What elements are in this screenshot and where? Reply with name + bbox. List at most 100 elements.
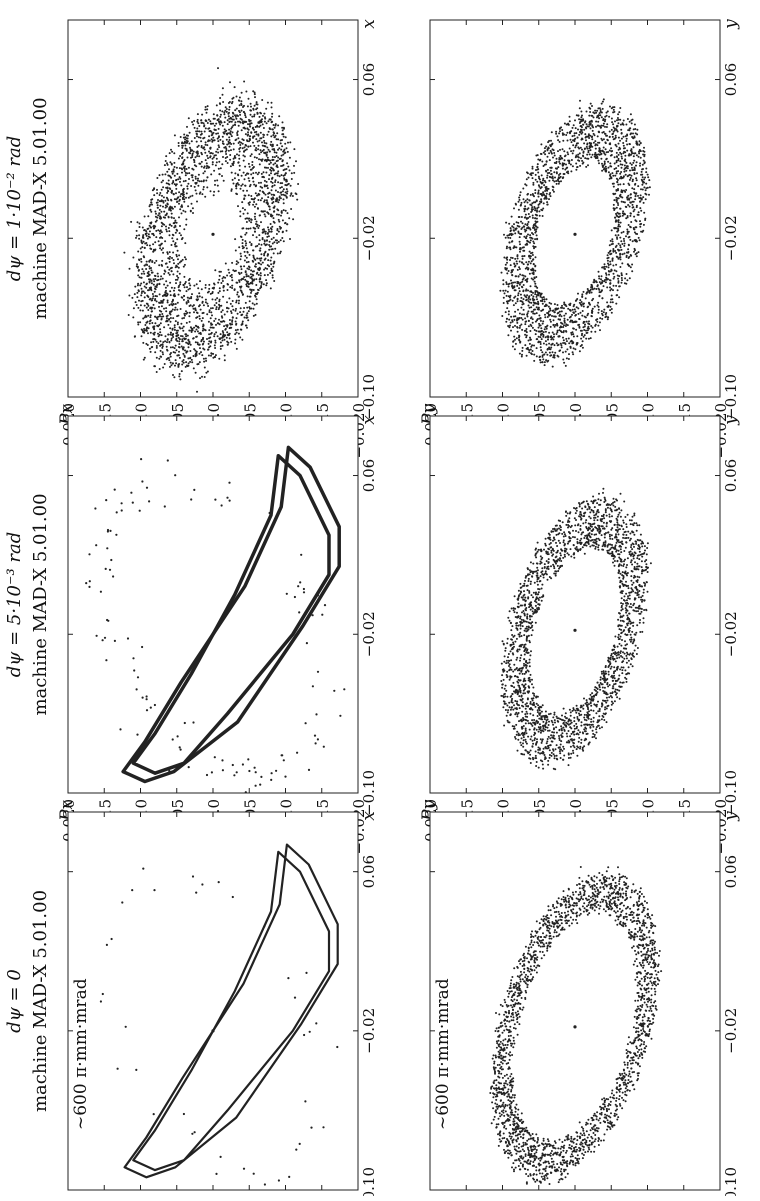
scatter-point bbox=[167, 301, 169, 303]
scatter-point bbox=[513, 319, 515, 321]
scatter-point bbox=[619, 237, 621, 239]
scatter-point bbox=[226, 133, 228, 135]
scatter-point bbox=[216, 158, 218, 160]
scatter-point bbox=[197, 185, 199, 187]
scatter-point bbox=[281, 174, 283, 176]
scatter-point bbox=[186, 168, 188, 170]
scatter-point bbox=[623, 171, 625, 173]
scatter-point bbox=[543, 202, 545, 204]
scatter-point bbox=[231, 321, 233, 323]
scatter-point bbox=[512, 346, 514, 348]
scatter-point bbox=[627, 165, 629, 167]
scatter-point bbox=[562, 140, 564, 142]
scatter-point bbox=[240, 185, 242, 187]
scatter-point bbox=[213, 113, 215, 115]
scatter-point bbox=[173, 295, 175, 297]
scatter-point bbox=[562, 337, 564, 339]
scatter-point bbox=[228, 272, 230, 274]
scatter-point bbox=[226, 108, 228, 110]
scatter-point bbox=[608, 274, 610, 276]
scatter-point bbox=[566, 340, 568, 342]
scatter-point bbox=[241, 175, 243, 177]
scatter-point bbox=[598, 271, 600, 273]
scatter-point bbox=[552, 157, 554, 159]
scatter-point bbox=[232, 101, 234, 103]
scatter-point bbox=[198, 292, 200, 294]
scatter-point bbox=[219, 290, 221, 292]
scatter-point bbox=[225, 263, 227, 265]
scatter-point bbox=[246, 315, 248, 317]
scatter-point bbox=[183, 346, 185, 348]
scatter-point bbox=[257, 121, 259, 123]
scatter-point bbox=[125, 1026, 127, 1028]
scatter-point bbox=[639, 162, 641, 164]
scatter-point bbox=[628, 256, 630, 258]
scatter-point bbox=[245, 302, 247, 304]
scatter-point bbox=[252, 172, 254, 174]
scatter-point bbox=[206, 303, 208, 305]
scatter-point bbox=[508, 319, 510, 321]
scatter-point bbox=[182, 237, 184, 239]
scatter-point bbox=[155, 260, 157, 262]
scatter-point bbox=[641, 174, 643, 176]
scatter-point bbox=[339, 715, 341, 717]
scatter-point bbox=[535, 286, 537, 288]
scatter-point bbox=[262, 237, 264, 239]
scatter-point bbox=[610, 306, 612, 308]
scatter-point bbox=[208, 321, 210, 323]
scatter-point bbox=[254, 149, 256, 151]
scatter-point bbox=[169, 311, 171, 313]
scatter-point bbox=[146, 275, 148, 277]
scatter-point bbox=[640, 157, 642, 159]
scatter-point bbox=[137, 274, 139, 276]
scatter-point bbox=[249, 254, 251, 256]
scatter-point bbox=[584, 157, 586, 159]
scatter-point bbox=[172, 303, 174, 305]
scatter-point bbox=[259, 137, 261, 139]
scatter-point bbox=[246, 247, 248, 249]
scatter-point bbox=[137, 307, 139, 309]
scatter-point bbox=[222, 156, 224, 158]
scatter-point bbox=[242, 239, 244, 241]
scatter-point bbox=[615, 303, 617, 305]
scatter-point bbox=[170, 294, 172, 296]
scatter-point bbox=[148, 289, 150, 291]
scatter-point bbox=[525, 290, 527, 292]
scatter-point bbox=[619, 226, 621, 228]
scatter-point bbox=[151, 282, 153, 284]
scatter-point bbox=[156, 177, 158, 179]
scatter-point bbox=[532, 327, 534, 329]
scatter-point bbox=[532, 292, 534, 294]
scatter-point bbox=[630, 197, 632, 199]
scatter-point bbox=[189, 312, 191, 314]
scatter-point bbox=[225, 328, 227, 330]
scatter-point bbox=[628, 265, 630, 267]
scatter-point bbox=[274, 248, 276, 250]
scatter-point bbox=[184, 722, 186, 724]
scatter-point bbox=[196, 141, 198, 143]
scatter-point bbox=[185, 224, 187, 226]
scatter-point bbox=[208, 135, 210, 137]
scatter-point bbox=[172, 173, 174, 175]
scatter-point bbox=[627, 175, 629, 177]
scatter-point bbox=[612, 301, 614, 303]
scatter-point bbox=[633, 172, 635, 174]
scatter-point bbox=[550, 321, 552, 323]
scatter-point bbox=[183, 266, 185, 268]
scatter-point bbox=[641, 184, 643, 186]
scatter-point bbox=[191, 203, 193, 205]
scatter-point bbox=[180, 206, 182, 208]
scatter-point bbox=[254, 131, 256, 133]
scatter-point bbox=[581, 315, 583, 317]
scatter-point bbox=[258, 258, 260, 260]
scatter-point bbox=[234, 86, 236, 88]
scatter-point bbox=[140, 251, 142, 253]
scatter-point bbox=[601, 280, 603, 282]
scatter-point bbox=[260, 275, 262, 277]
scatter-point bbox=[154, 278, 156, 280]
scatter-point bbox=[513, 207, 515, 209]
scatter-point bbox=[565, 164, 567, 166]
scatter-point bbox=[249, 166, 251, 168]
scatter-point bbox=[185, 361, 187, 363]
scatter-point bbox=[182, 190, 184, 192]
